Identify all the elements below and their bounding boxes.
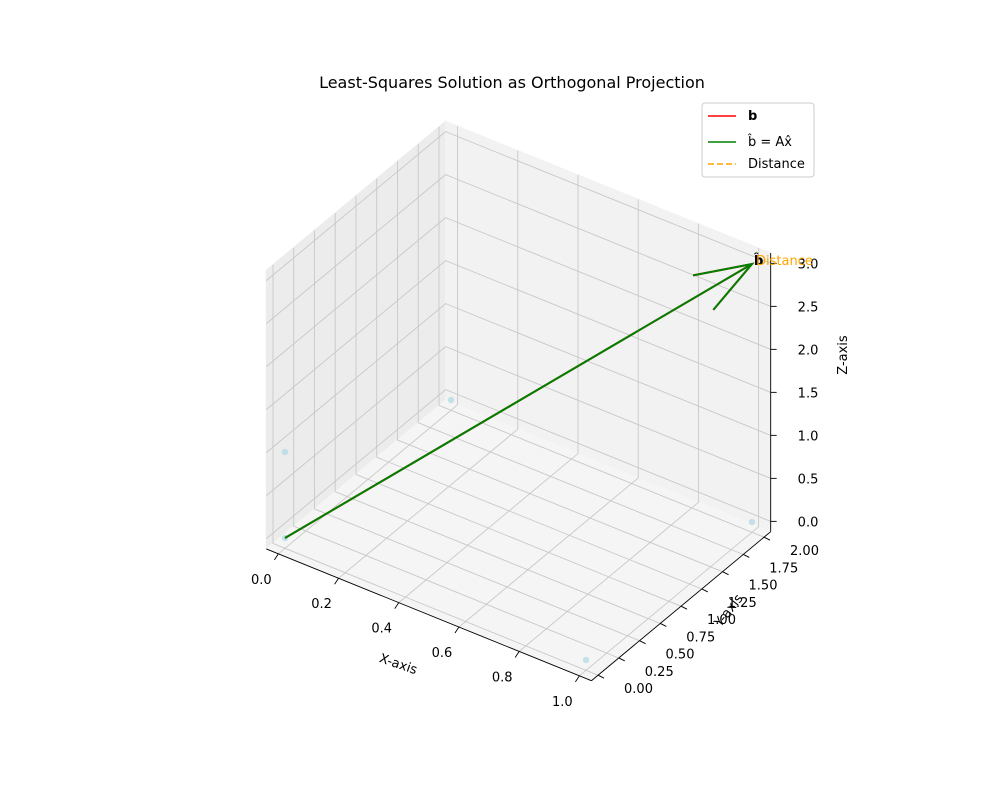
- legend-label-b: b: [748, 109, 757, 124]
- vector-b_hat: [284, 263, 753, 539]
- y-tick-mark: [660, 623, 667, 627]
- y-tick-mark: [597, 674, 605, 679]
- chart-title: Least-Squares Solution as Orthogonal Pro…: [319, 73, 705, 92]
- grid-line-x: [278, 126, 459, 555]
- z-tick-label: 0.0: [798, 515, 819, 530]
- x-tick-mark: [574, 675, 580, 683]
- y-tick-label: 2.00: [790, 544, 819, 559]
- data-point: [281, 448, 289, 456]
- y-tick-label: 1.25: [728, 596, 757, 611]
- y-tick-label: 1.00: [707, 613, 736, 628]
- y-tick-label: 0.50: [666, 648, 695, 663]
- grid-line-y: [438, 126, 765, 538]
- y-tick-mark: [701, 588, 708, 593]
- y-tick-label: 0.75: [686, 630, 715, 645]
- grid-lines: [266, 126, 771, 677]
- grid-line-x: [458, 199, 639, 628]
- z-tick-label: 2.0: [798, 343, 819, 358]
- legend: b b̂ = Ax̂ Distance: [701, 102, 815, 178]
- y-tick-label: 1.75: [769, 561, 798, 576]
- x-axis-label: X-axis: [377, 651, 419, 678]
- vector-b-hat-label: b̂: [754, 254, 764, 269]
- grid-line-z: [266, 174, 771, 324]
- grid-line-y: [272, 264, 599, 676]
- z-tick-label: 1.5: [798, 386, 819, 401]
- vector-b_hat-arrowhead: [692, 262, 755, 311]
- z-tick-label: 3.0: [798, 257, 819, 272]
- x-tick-mark: [273, 553, 279, 561]
- x-tick-label: 0.2: [311, 597, 332, 612]
- tick-labels: 0.0 0.2 0.4 0.6 0.8 1.0 0.00 0.25 0.50 0.75 1.00 1.…: [251, 257, 819, 709]
- x-tick-label: 1.0: [552, 695, 573, 710]
- grid-line-z: [266, 217, 771, 367]
- grid-line-z: [266, 346, 771, 496]
- vector-b-label: b: [754, 254, 763, 269]
- x-tick-mark: [394, 602, 400, 609]
- y-tick-mark: [618, 657, 625, 662]
- grid-line-z: [266, 389, 771, 539]
- grid-line-x: [579, 248, 760, 677]
- y-tick-mark: [680, 605, 688, 610]
- legend-label-distance: Distance: [748, 157, 805, 172]
- x-tick-label: 0.4: [371, 622, 392, 637]
- grid-line-y: [293, 247, 619, 659]
- y-tick-mark: [722, 571, 729, 576]
- y-tick-mark: [763, 536, 771, 541]
- grid-line-x: [398, 175, 579, 603]
- x-tick-mark: [514, 651, 520, 658]
- legend-label-b-hat: b̂ = Ax̂: [747, 135, 792, 150]
- grid-line-z: [266, 303, 771, 453]
- grid-line-y: [397, 161, 723, 573]
- x-tick-mark: [454, 626, 460, 634]
- x-tick-label: 0.6: [432, 646, 453, 661]
- z-tick-label: 2.5: [798, 300, 819, 315]
- x-axis-line: [266, 548, 592, 682]
- grid-line-x: [338, 150, 519, 579]
- z-axis-label: Z-axis: [836, 335, 851, 375]
- z-tick-label: 0.5: [798, 472, 819, 487]
- grid-line-y: [417, 144, 744, 555]
- data-point: [447, 396, 455, 404]
- y-tick-label: 0.00: [624, 682, 653, 697]
- y-tick-label: 0.25: [645, 665, 674, 680]
- legend-frame: [701, 102, 815, 178]
- grid-line-y: [376, 178, 702, 590]
- grid-line-y: [355, 195, 682, 607]
- grid-line-y: [334, 213, 661, 624]
- grid-line-y: [314, 230, 640, 642]
- y-tick-label: 1.50: [749, 579, 778, 594]
- data-point: [748, 518, 756, 526]
- x-tick-label: 0.0: [251, 573, 272, 588]
- z-tick-label: 1.0: [798, 429, 819, 444]
- grid-line-x: [518, 223, 699, 652]
- grid-line-z: [266, 131, 771, 281]
- y-tick-mark: [743, 554, 750, 558]
- x-tick-label: 0.8: [492, 670, 513, 685]
- data-layer: bb̂Distance: [281, 254, 813, 664]
- data-point: [582, 656, 590, 664]
- distance-label: Distance: [756, 254, 813, 269]
- x-tick-mark: [334, 577, 339, 585]
- y-tick-mark: [639, 640, 646, 645]
- grid-line-z: [266, 260, 771, 410]
